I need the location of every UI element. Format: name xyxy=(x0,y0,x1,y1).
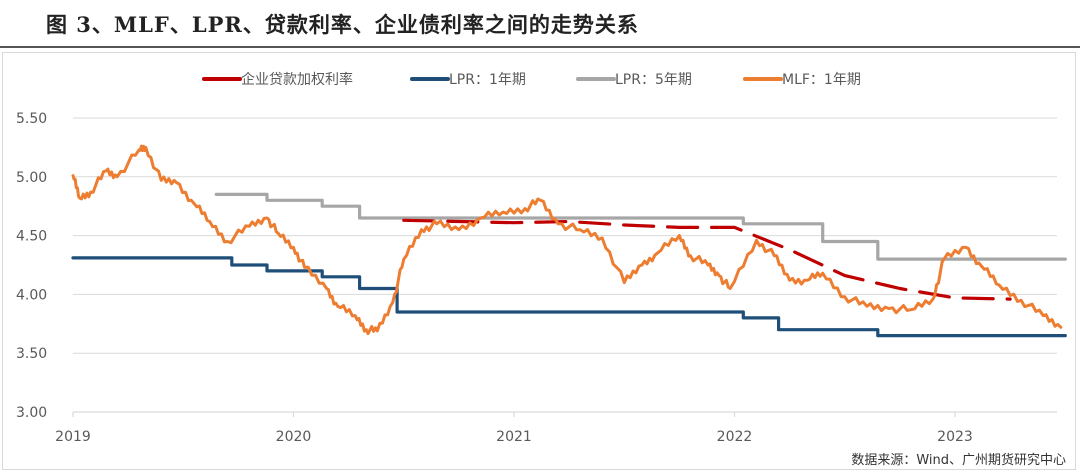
legend-item: LPR：5年期 xyxy=(576,72,692,88)
legend-item: MLF：1年期 xyxy=(743,72,861,88)
chart-legend: 企业贷款加权利率 LPR：1年期 LPR：5年期 MLF：1年期 xyxy=(202,71,861,88)
y-tick-label: 4.50 xyxy=(16,229,47,245)
title-bar: 图 3、MLF、LPR、贷款利率、企业债利率之间的走势关系 xyxy=(0,0,1080,48)
series-group xyxy=(71,144,1067,338)
data-source-note: 数据来源：Wind、广州期货研究中心 xyxy=(851,453,1066,468)
series-line xyxy=(71,144,1063,336)
series-line xyxy=(402,218,1012,301)
series-line xyxy=(71,256,1067,338)
y-tick-label: 3.50 xyxy=(16,346,47,362)
x-tick-label: 2020 xyxy=(276,429,312,445)
x-axis: 2019 2020 2021 2022 2023 xyxy=(55,411,1057,445)
y-tick-label: 3.00 xyxy=(16,405,47,421)
y-tick-label: 5.50 xyxy=(16,111,47,127)
x-tick-label: 2021 xyxy=(496,429,532,445)
x-tick-label: 2022 xyxy=(717,429,753,445)
legend-label: 企业贷款加权利率 xyxy=(241,71,353,88)
y-tick-label: 4.00 xyxy=(16,287,47,303)
y-tick-label: 5.00 xyxy=(16,170,47,186)
x-tick-label: 2023 xyxy=(937,429,973,445)
legend-item: LPR：1年期 xyxy=(410,72,526,88)
series-line xyxy=(214,192,1067,261)
x-tick-label: 2019 xyxy=(55,429,91,445)
legend-label: MLF：1年期 xyxy=(782,72,861,88)
y-axis: 5.50 5.00 4.50 4.00 3.50 3.00 xyxy=(16,111,47,421)
grid-lines xyxy=(73,117,1057,354)
chart-title: 图 3、MLF、LPR、贷款利率、企业债利率之间的走势关系 xyxy=(46,12,639,37)
chart-frame xyxy=(2,52,1076,470)
legend-label: LPR：1年期 xyxy=(449,72,526,88)
legend-label: LPR：5年期 xyxy=(615,72,692,88)
legend-item: 企业贷款加权利率 xyxy=(202,71,353,88)
